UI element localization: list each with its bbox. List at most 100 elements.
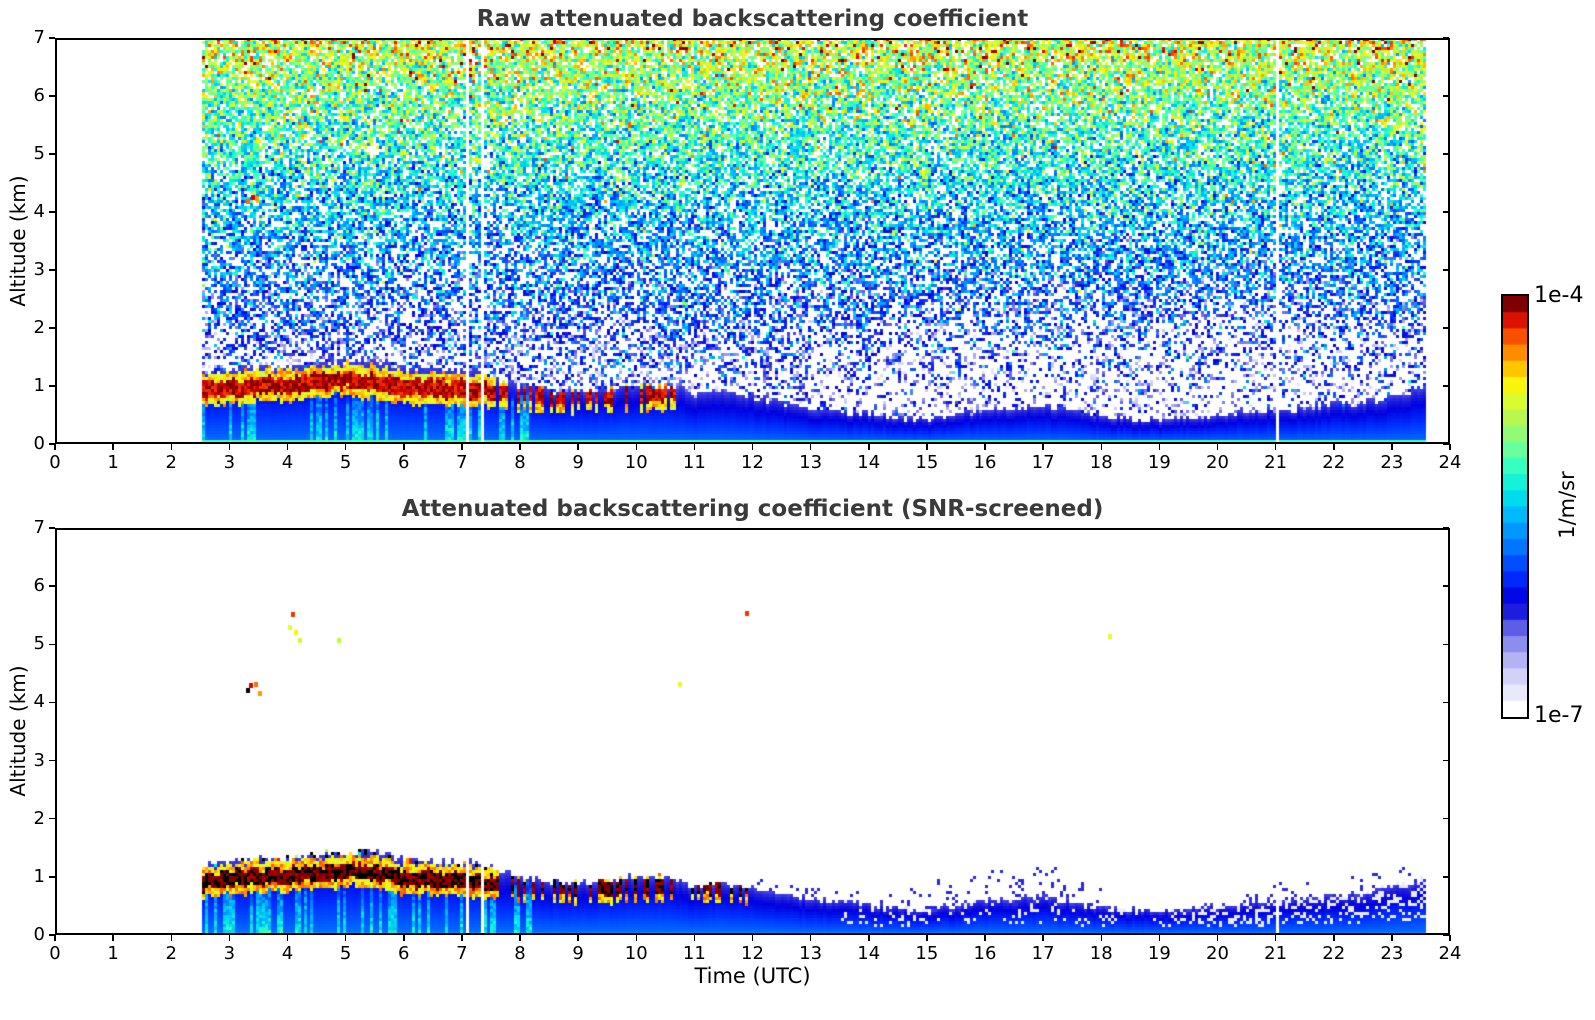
y-tick-mark-right bbox=[1443, 759, 1449, 762]
x-tick-label: 21 bbox=[1264, 452, 1288, 473]
x-tick-mark bbox=[693, 935, 696, 941]
y-tick-mark-right bbox=[1443, 211, 1449, 213]
x-tick-mark bbox=[1449, 935, 1451, 941]
x-tick-mark bbox=[809, 935, 812, 941]
y-tick-mark bbox=[49, 876, 55, 878]
x-axis-label: Time (UTC) bbox=[694, 964, 811, 988]
y-tick-mark bbox=[49, 817, 55, 820]
x-tick-label: 1 bbox=[107, 452, 119, 473]
x-tick-label: 16 bbox=[973, 452, 997, 473]
x-tick-label: 8 bbox=[514, 943, 526, 964]
y-tick-label: 1 bbox=[33, 865, 45, 887]
y-tick-label: 0 bbox=[33, 924, 45, 945]
colorbar-min-label: 1e-7 bbox=[1534, 703, 1584, 728]
x-tick-mark bbox=[1042, 935, 1044, 941]
x-tick-mark bbox=[1333, 444, 1335, 450]
x-tick-label: 13 bbox=[799, 452, 823, 473]
x-tick-label: 1 bbox=[107, 943, 119, 964]
x-tick-label: 11 bbox=[682, 452, 706, 473]
x-tick-label: 20 bbox=[1206, 943, 1229, 964]
x-tick-mark bbox=[868, 444, 870, 450]
x-tick-label: 7 bbox=[456, 943, 468, 964]
x-tick-mark bbox=[286, 444, 289, 450]
y-tick-mark-right bbox=[1443, 701, 1449, 704]
x-tick-mark bbox=[1274, 935, 1277, 941]
y-tick-mark bbox=[49, 385, 55, 387]
x-tick-mark bbox=[984, 444, 986, 450]
x-tick-mark bbox=[577, 935, 579, 941]
x-tick-mark bbox=[403, 935, 405, 941]
x-tick-mark bbox=[1100, 935, 1102, 941]
x-tick-label: 22 bbox=[1322, 452, 1346, 473]
x-tick-mark bbox=[751, 935, 754, 941]
x-tick-label: 0 bbox=[49, 452, 61, 473]
colorbar bbox=[1503, 296, 1527, 717]
y-tick-mark-right bbox=[1443, 95, 1449, 97]
x-tick-mark bbox=[1391, 444, 1393, 450]
x-tick-label: 23 bbox=[1380, 452, 1404, 473]
x-tick-mark bbox=[519, 444, 521, 450]
x-tick-label: 0 bbox=[49, 943, 61, 964]
y-tick-mark bbox=[49, 759, 55, 762]
y-tick-label: 2 bbox=[33, 807, 45, 829]
x-tick-mark bbox=[1333, 935, 1335, 941]
y-tick-label: 2 bbox=[33, 317, 45, 338]
y-axis-label-top: Altitude (km) bbox=[6, 175, 30, 307]
x-tick-mark bbox=[1216, 935, 1219, 941]
x-tick-mark bbox=[170, 935, 172, 941]
y-tick-mark-right bbox=[1443, 585, 1449, 587]
x-tick-label: 11 bbox=[682, 943, 706, 964]
y-tick-mark-right bbox=[1443, 327, 1449, 329]
x-tick-label: 6 bbox=[398, 943, 410, 964]
y-tick-mark-right bbox=[1443, 385, 1449, 387]
panel-screened-title: Attenuated backscattering coefficient (S… bbox=[401, 496, 1104, 522]
x-tick-mark bbox=[1274, 444, 1277, 450]
y-tick-mark bbox=[49, 443, 55, 445]
x-tick-label: 3 bbox=[223, 943, 236, 964]
x-tick-label: 24 bbox=[1438, 452, 1462, 473]
panel-screened-heatmap bbox=[55, 528, 1450, 935]
x-tick-mark bbox=[54, 935, 56, 941]
x-tick-mark bbox=[1391, 935, 1393, 941]
y-tick-label: 5 bbox=[33, 143, 45, 164]
x-tick-mark bbox=[809, 444, 812, 450]
x-tick-mark bbox=[868, 935, 870, 941]
y-tick-mark bbox=[49, 211, 55, 213]
x-tick-mark bbox=[1158, 935, 1161, 941]
x-tick-label: 10 bbox=[624, 452, 648, 473]
x-tick-label: 16 bbox=[973, 943, 997, 964]
y-tick-mark bbox=[49, 37, 55, 39]
x-tick-mark bbox=[926, 935, 928, 941]
x-tick-label: 20 bbox=[1206, 452, 1229, 473]
x-tick-mark bbox=[112, 935, 114, 941]
y-tick-mark-right bbox=[1443, 37, 1449, 39]
y-tick-mark-right bbox=[1443, 443, 1449, 445]
x-tick-mark bbox=[635, 444, 637, 450]
y-tick-label: 3 bbox=[33, 749, 45, 771]
y-tick-mark bbox=[49, 585, 55, 587]
y-tick-mark-right bbox=[1443, 934, 1449, 936]
panel-raw-heatmap bbox=[55, 38, 1450, 444]
x-tick-mark bbox=[170, 444, 172, 450]
y-tick-label: 4 bbox=[33, 201, 45, 222]
x-tick-label: 14 bbox=[857, 452, 881, 473]
x-tick-mark bbox=[519, 935, 521, 941]
x-tick-label: 22 bbox=[1322, 943, 1346, 964]
x-tick-mark bbox=[461, 444, 463, 450]
y-tick-label: 4 bbox=[33, 691, 45, 713]
colorbar-unit-label: 1/m/sr bbox=[1555, 471, 1579, 539]
x-tick-mark bbox=[635, 935, 637, 941]
x-tick-label: 12 bbox=[741, 452, 764, 473]
y-tick-mark bbox=[49, 153, 55, 155]
x-tick-label: 13 bbox=[799, 943, 823, 964]
x-tick-mark bbox=[461, 935, 463, 941]
x-tick-label: 21 bbox=[1264, 943, 1288, 964]
x-tick-mark bbox=[1100, 444, 1102, 450]
y-tick-label: 5 bbox=[33, 633, 45, 655]
y-tick-mark bbox=[49, 95, 55, 97]
x-tick-label: 3 bbox=[223, 452, 236, 473]
x-tick-label: 2 bbox=[165, 943, 177, 964]
x-tick-label: 14 bbox=[857, 943, 881, 964]
y-tick-label: 7 bbox=[33, 27, 45, 48]
